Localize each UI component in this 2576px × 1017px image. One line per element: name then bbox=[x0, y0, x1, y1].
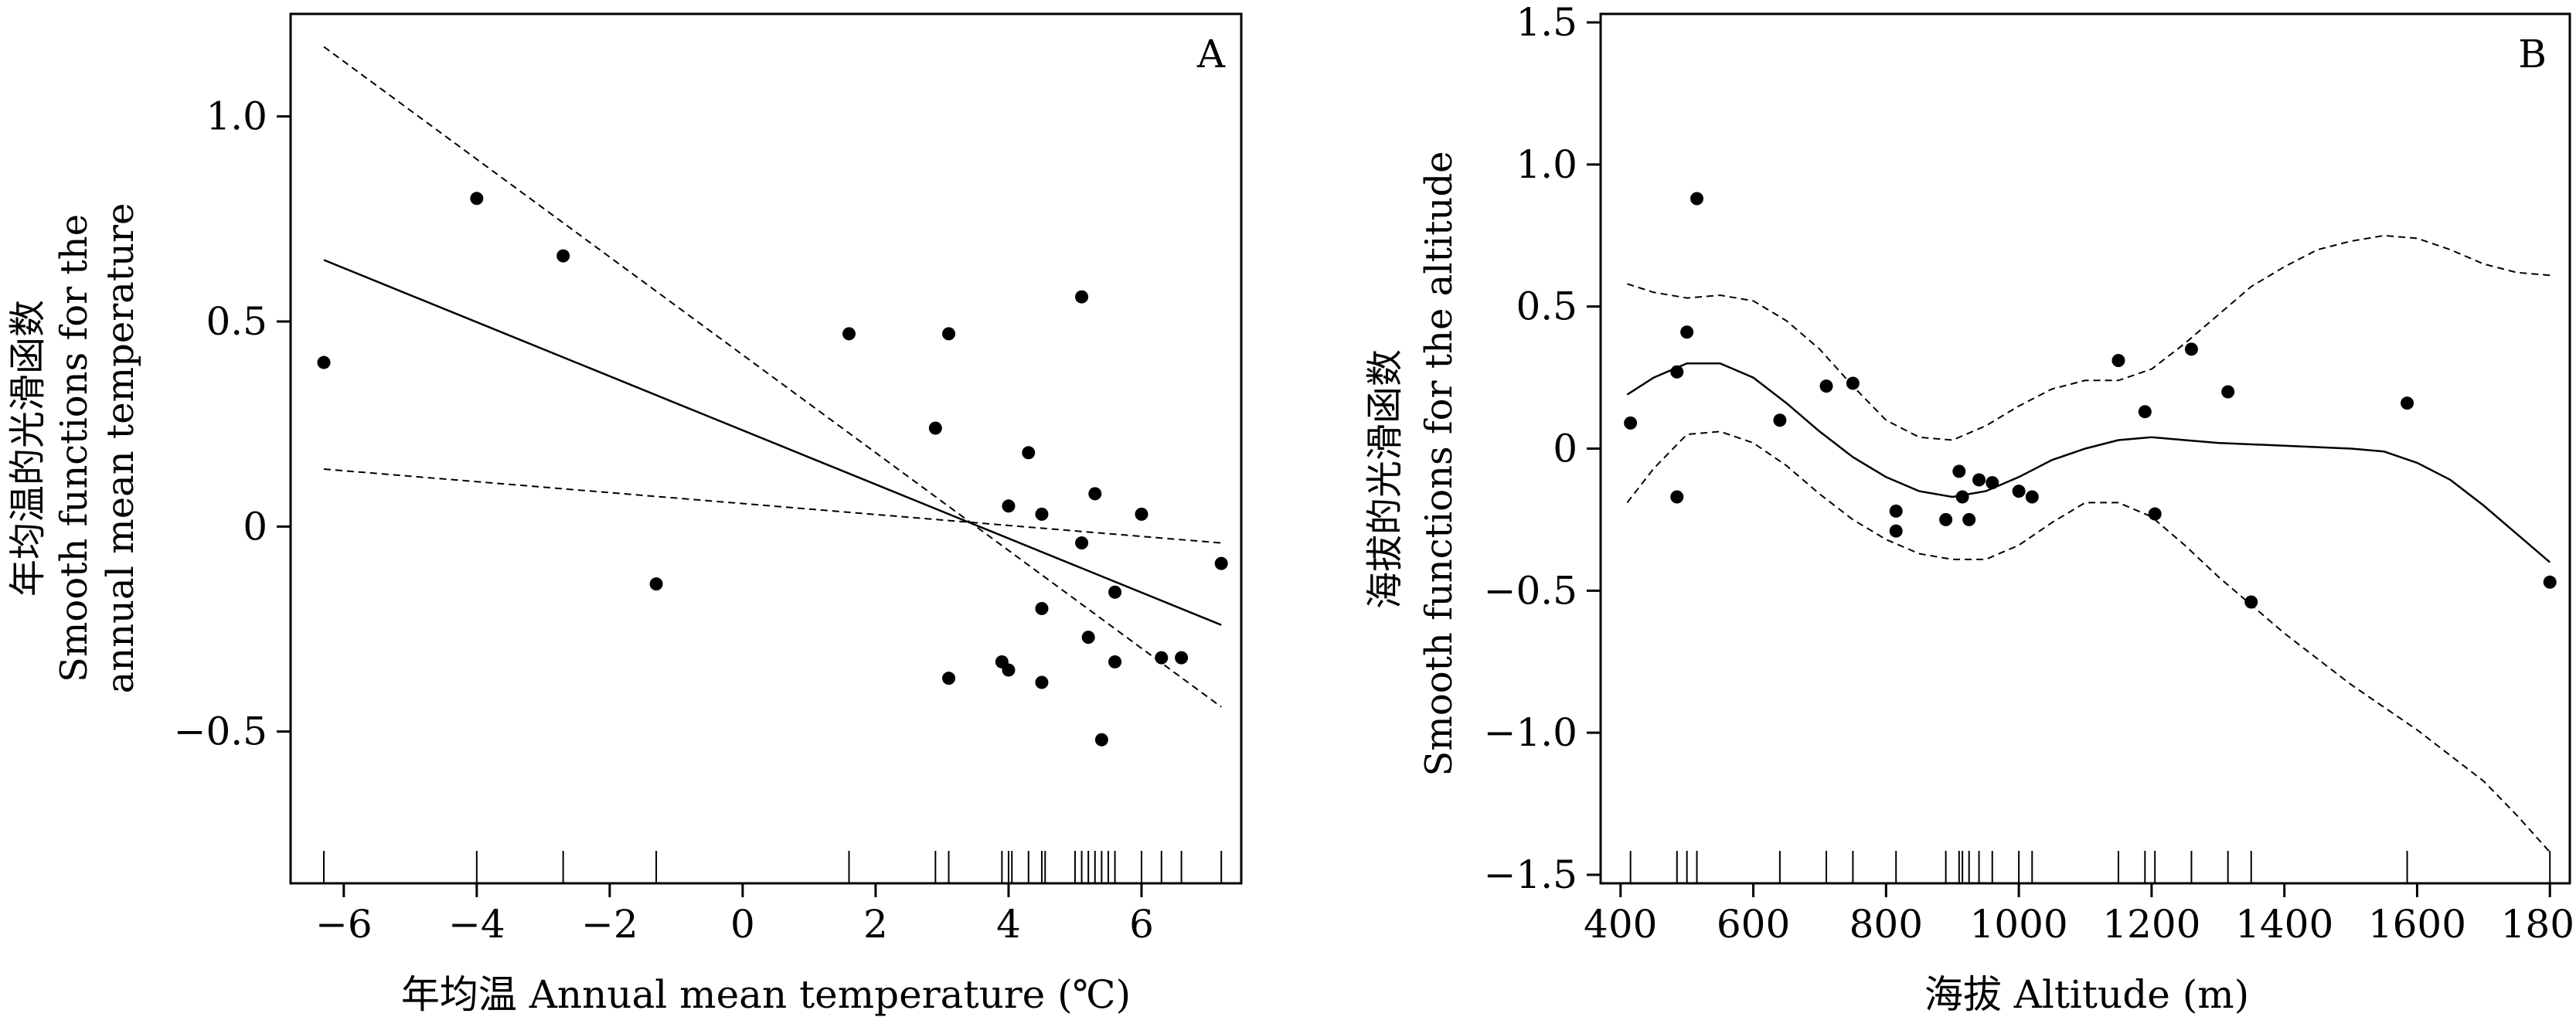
x-tick-label-b: 400 bbox=[1584, 902, 1657, 947]
data-point-b bbox=[1680, 325, 1694, 339]
x-axis-label-a: 年均温 Annual mean temperature (℃) bbox=[401, 972, 1131, 1017]
data-point-b bbox=[1962, 512, 1976, 526]
data-point-b bbox=[1819, 379, 1833, 393]
data-point-a bbox=[1035, 507, 1049, 521]
y-tick-label-a: 0.5 bbox=[206, 299, 267, 344]
data-point-a bbox=[928, 421, 942, 435]
data-point-b bbox=[1670, 490, 1684, 504]
data-point-b bbox=[1889, 524, 1903, 538]
x-tick-label-a: 4 bbox=[996, 902, 1021, 947]
data-point-a bbox=[1094, 733, 1108, 747]
y-axis-label-b-line1: 海拔的光滑函数 bbox=[1363, 349, 1407, 609]
data-point-a bbox=[1155, 651, 1169, 665]
y-axis-label-b-line2: Smooth functions for the altitude bbox=[1417, 151, 1461, 776]
y-tick-label-a: 0 bbox=[243, 504, 267, 549]
y-tick-label-b: −1.5 bbox=[1484, 852, 1577, 897]
data-point-b bbox=[1889, 504, 1903, 518]
data-point-b bbox=[1952, 464, 1966, 478]
y-axis-label-a-line1: 年均温的光滑函数 bbox=[6, 300, 49, 597]
panel-label-b: B bbox=[2518, 32, 2547, 77]
ci-lower-line-b bbox=[1626, 430, 2550, 853]
data-point-a bbox=[1002, 499, 1016, 513]
x-tick-label-b: 1200 bbox=[2102, 902, 2200, 947]
data-point-b bbox=[2148, 507, 2162, 521]
y-tick-label-b: 0.5 bbox=[1516, 284, 1577, 329]
data-point-a bbox=[470, 192, 484, 206]
x-tick-label-a: −4 bbox=[448, 902, 505, 947]
data-point-a bbox=[1075, 290, 1089, 304]
y-tick-label-b: −0.5 bbox=[1484, 568, 1577, 613]
data-point-b bbox=[1939, 512, 1953, 526]
x-tick-label-b: 1600 bbox=[2368, 902, 2466, 947]
data-point-b bbox=[1986, 476, 1999, 490]
data-point-b bbox=[2401, 396, 2414, 410]
data-point-b bbox=[2025, 490, 2039, 504]
data-point-a bbox=[556, 249, 570, 263]
y-axis-label-b: 海拔的光滑函数 Smooth functions for the altitud… bbox=[1363, 151, 1461, 776]
data-point-b bbox=[1670, 365, 1684, 379]
data-point-b bbox=[1972, 473, 1986, 487]
data-point-b bbox=[2184, 342, 2198, 356]
data-point-a bbox=[317, 355, 331, 369]
data-point-a bbox=[1108, 655, 1122, 668]
data-point-a bbox=[1035, 601, 1049, 615]
data-point-a bbox=[1081, 631, 1095, 645]
data-point-b bbox=[2221, 385, 2235, 399]
data-point-b bbox=[1690, 192, 1704, 206]
x-tick-label-a: 6 bbox=[1129, 902, 1154, 947]
plot-frame-a bbox=[289, 12, 1243, 885]
ci-upper-line-a bbox=[323, 46, 1222, 708]
data-point-b bbox=[2112, 354, 2125, 368]
ci-upper-line-b bbox=[1627, 234, 2550, 441]
x-tick-label-b: 1000 bbox=[1969, 902, 2067, 947]
x-axis-label-b: 海拔 Altitude (m) bbox=[1924, 972, 2249, 1017]
y-axis-label-a-line2: Smooth functions for the bbox=[53, 214, 96, 682]
data-point-a bbox=[1108, 585, 1122, 599]
y-tick-label-b: −1.0 bbox=[1484, 710, 1577, 755]
x-tick-label-a: 0 bbox=[730, 902, 755, 947]
data-point-a bbox=[1088, 487, 1102, 501]
fit-line-a bbox=[323, 259, 1222, 626]
data-point-b bbox=[2543, 575, 2557, 589]
y-tick-label-b: 1.0 bbox=[1516, 142, 1577, 187]
data-point-b bbox=[1773, 413, 1787, 427]
data-point-b bbox=[1955, 490, 1969, 504]
data-point-a bbox=[1175, 651, 1189, 665]
y-tick-label-a: 1.0 bbox=[206, 94, 267, 139]
panel-label-a: A bbox=[1196, 32, 1226, 77]
data-point-b bbox=[2138, 405, 2152, 419]
x-tick-label-b: 800 bbox=[1849, 902, 1923, 947]
panel-a: A 年均温的光滑函数 Smooth functions for the annu… bbox=[6, 12, 1243, 1017]
x-tick-label-a: 2 bbox=[863, 902, 888, 947]
y-axis-label-a-line3: annual mean temperature bbox=[99, 203, 142, 694]
data-point-a bbox=[1075, 536, 1089, 550]
data-point-a bbox=[649, 577, 663, 591]
x-tick-label-a: −6 bbox=[315, 902, 373, 947]
y-axis-label-a: 年均温的光滑函数 Smooth functions for the annual… bbox=[6, 203, 142, 694]
x-tick-label-b: 600 bbox=[1717, 902, 1790, 947]
data-point-b bbox=[1846, 376, 1860, 390]
data-point-b bbox=[2244, 595, 2258, 609]
data-point-b bbox=[1624, 416, 1638, 430]
data-point-a bbox=[1002, 663, 1016, 677]
data-point-a bbox=[1022, 446, 1036, 460]
data-point-a bbox=[1135, 507, 1148, 521]
panel-b: B 海拔的光滑函数 Smooth functions for the altit… bbox=[1363, 0, 2576, 1017]
data-point-a bbox=[942, 327, 956, 341]
data-point-a bbox=[842, 327, 856, 341]
data-point-a bbox=[942, 672, 956, 685]
data-point-a bbox=[1214, 556, 1228, 570]
x-tick-label-b: 1400 bbox=[2235, 902, 2333, 947]
y-tick-label-b: 0 bbox=[1553, 427, 1577, 471]
x-tick-label-a: −2 bbox=[581, 902, 638, 947]
ci-lower-line-a bbox=[323, 468, 1222, 544]
y-tick-label-a: −0.5 bbox=[174, 709, 267, 754]
data-point-a bbox=[1035, 675, 1049, 689]
x-tick-label-b: 1800 bbox=[2501, 902, 2576, 947]
data-point-b bbox=[2012, 485, 2026, 498]
fit-line-b bbox=[1626, 362, 2551, 563]
y-tick-label-b: 1.5 bbox=[1516, 0, 1577, 45]
